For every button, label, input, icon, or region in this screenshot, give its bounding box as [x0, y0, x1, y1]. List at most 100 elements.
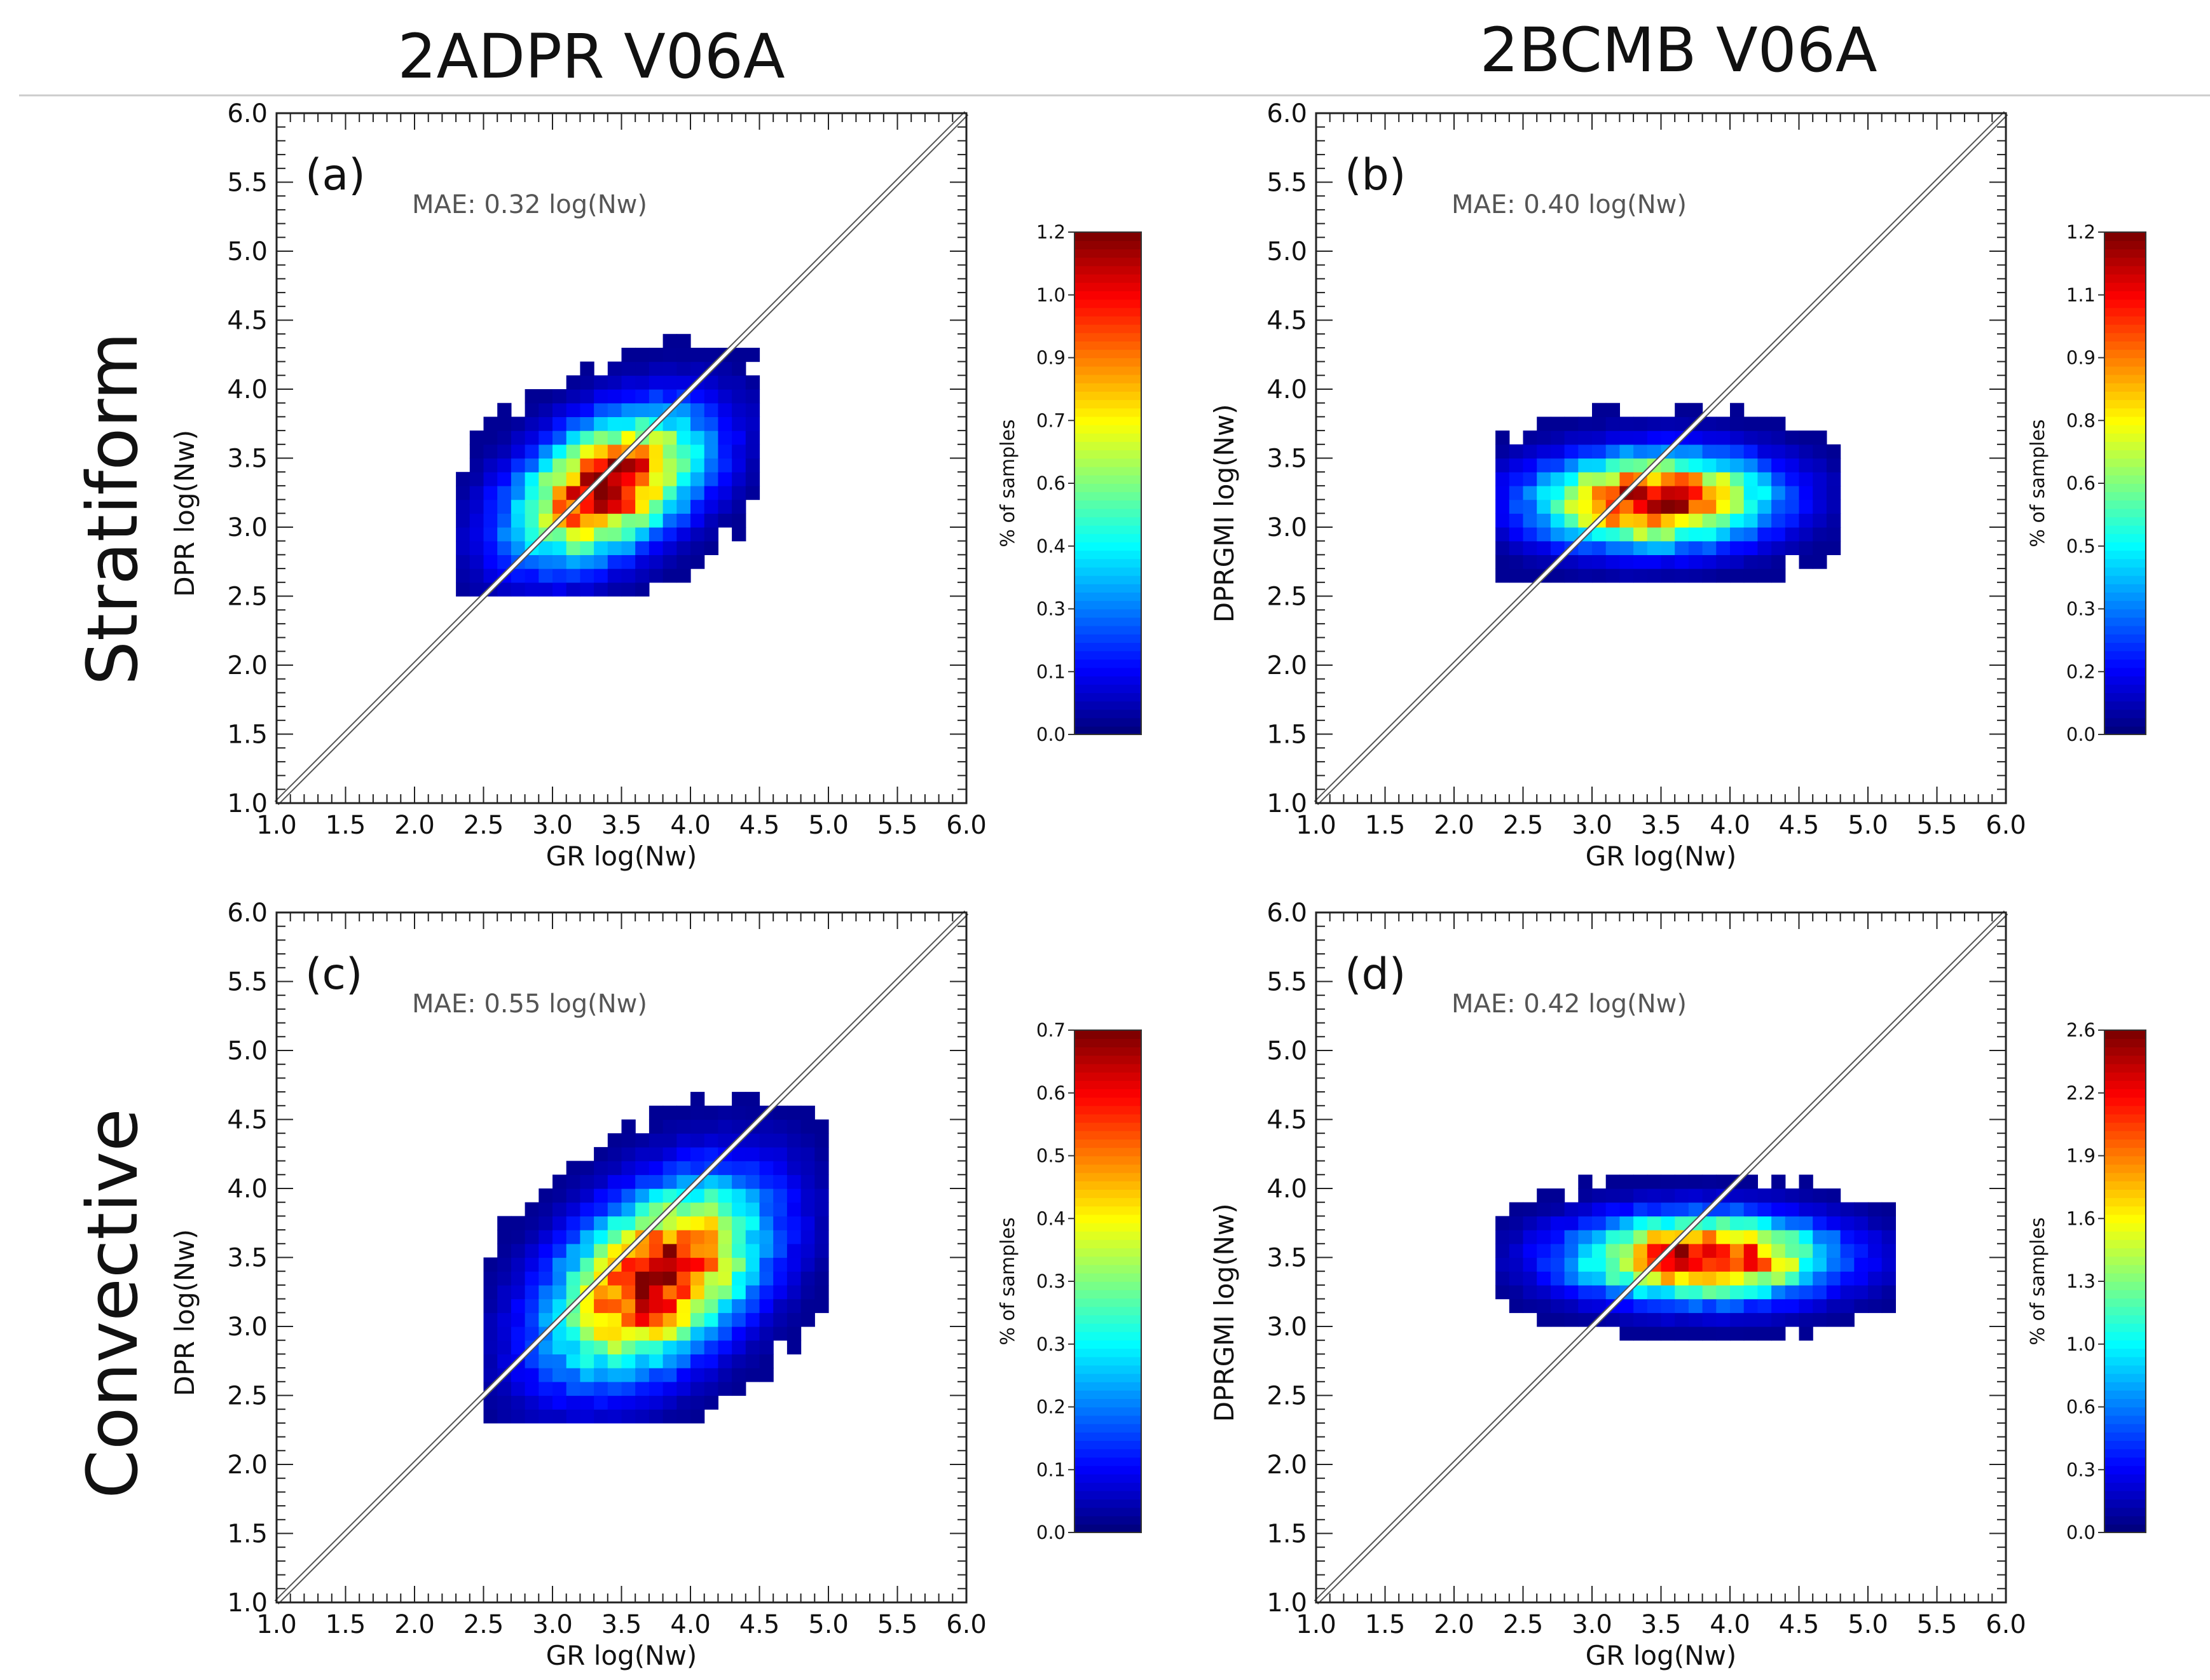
colorbar-segment	[2104, 333, 2146, 341]
heatmap-cell	[469, 582, 484, 597]
heatmap-cell	[621, 1146, 636, 1162]
heatmap-cell	[1771, 540, 1786, 555]
heatmap-cell	[662, 1133, 677, 1148]
heatmap-cell	[649, 361, 664, 376]
heatmap-cell	[1633, 1230, 1648, 1244]
axis-ticks	[276, 912, 967, 1603]
heatmap-cell	[732, 485, 746, 500]
heatmap-cell	[1702, 527, 1717, 542]
heatmap-cell	[635, 1160, 650, 1175]
heatmap-cell	[1509, 1298, 1524, 1313]
heatmap-cell	[1592, 458, 1607, 472]
heatmap-cell	[511, 513, 526, 528]
y-axis-label: DPRGMI log(Nw)	[1209, 404, 1240, 623]
heatmap-cell	[497, 1298, 512, 1313]
heatmap-cell	[676, 1284, 691, 1300]
heatmap-cell	[1592, 485, 1607, 500]
heatmap-cell	[552, 1284, 567, 1300]
heatmap-cell	[607, 1174, 622, 1189]
heatmap-cell	[1757, 513, 1772, 528]
colorbar-segment	[1074, 1222, 1141, 1232]
heatmap-cell	[621, 1133, 636, 1148]
heatmap-cell	[483, 444, 498, 459]
heatmap-cell	[1605, 1312, 1620, 1327]
colorbar-segment	[1074, 1071, 1141, 1081]
x-tick-label: 2.5	[463, 1610, 504, 1639]
colorbar-segment	[1074, 408, 1141, 417]
heatmap-cell	[1702, 1271, 1717, 1286]
heatmap-cell	[1716, 1312, 1731, 1327]
heatmap-cell	[525, 403, 539, 417]
heatmap-cell	[1702, 499, 1717, 514]
heatmap-cell	[786, 1312, 802, 1327]
x-tick-label: 4.0	[1710, 1610, 1750, 1639]
heatmap-cell	[552, 485, 567, 500]
heatmap-cell	[1730, 403, 1745, 417]
colorbar-segment	[2104, 584, 2146, 593]
heatmap-cell	[1495, 1284, 1510, 1300]
heatmap-cell	[1495, 1271, 1510, 1286]
y-tick-label: 4.5	[1266, 1106, 1307, 1135]
heatmap-cell	[525, 1312, 539, 1327]
colorbar-tick-label: 0.0	[1036, 1522, 1066, 1543]
heatmap-cell	[607, 1368, 622, 1382]
heatmap-cell	[607, 1146, 622, 1162]
heatmap-cell	[1771, 1216, 1786, 1230]
heatmap-cell	[1578, 1188, 1593, 1203]
heatmap-cell	[773, 1284, 788, 1300]
colorbar-tick-label: 2.6	[2066, 1019, 2096, 1041]
heatmap-cell	[566, 1271, 580, 1286]
heatmap-cell	[662, 1257, 677, 1272]
heatmap-cell	[1675, 444, 1689, 459]
heatmap-cell	[1675, 1174, 1689, 1189]
heatmap-cell	[1826, 1216, 1841, 1230]
heatmap-cell	[1495, 1257, 1510, 1272]
colorbar-segment	[2104, 366, 2146, 375]
heatmap-cell	[635, 1216, 650, 1230]
heatmap-cell	[456, 499, 470, 514]
heatmap-cell	[732, 403, 746, 417]
heatmap-cell	[1661, 458, 1675, 472]
heatmap-cell	[1647, 1202, 1662, 1216]
colorbar-segment	[2104, 1306, 2146, 1316]
heatmap-cell	[539, 1340, 553, 1354]
heatmap-cell	[539, 444, 553, 459]
heatmap-cell	[1661, 1312, 1675, 1327]
heatmap-cell	[635, 389, 650, 404]
heatmap-cell	[566, 1312, 580, 1327]
x-tick-label: 2.5	[1503, 811, 1544, 840]
y-tick-label: 2.0	[227, 1450, 268, 1480]
heatmap-cell	[745, 485, 760, 500]
heatmap-cell	[718, 1202, 732, 1216]
heatmap-cell	[1854, 1271, 1869, 1286]
heatmap-cell	[525, 417, 539, 431]
heatmap-cell	[525, 568, 539, 583]
y-tick-label: 2.5	[1266, 1382, 1307, 1411]
heatmap-cell	[690, 430, 705, 445]
heatmap-cell	[649, 513, 664, 528]
heatmap-cell	[649, 1340, 664, 1354]
heatmap-cell	[1716, 485, 1731, 500]
heatmap-cell	[676, 1146, 691, 1162]
heatmap-cell	[1771, 1243, 1786, 1258]
heatmap-cell	[1537, 1257, 1551, 1272]
colorbar-segment	[1074, 240, 1141, 250]
heatmap-cell	[566, 485, 580, 500]
heatmap-cell	[1550, 430, 1565, 445]
heatmap-cell	[662, 1326, 677, 1341]
heatmap-cell	[483, 499, 498, 514]
heatmap-cell	[1619, 499, 1634, 514]
heatmap-cell	[704, 417, 718, 431]
colorbar-segment	[1074, 1356, 1141, 1366]
colorbar-segment	[2104, 1164, 2146, 1173]
heatmap-cell	[594, 1368, 608, 1382]
heatmap-cell	[483, 1298, 498, 1313]
heatmap-cell	[732, 1105, 746, 1120]
heatmap-cell	[607, 430, 622, 445]
heatmap-cell	[718, 1381, 732, 1396]
heatmap-cell	[594, 582, 608, 597]
heatmap-cell	[594, 417, 608, 431]
colorbar-segment	[1074, 1189, 1141, 1199]
heatmap-cell	[621, 403, 636, 417]
heatmap-cell	[580, 582, 594, 597]
